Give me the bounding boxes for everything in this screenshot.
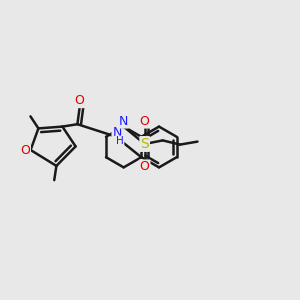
Text: N: N: [112, 126, 122, 139]
Text: O: O: [74, 94, 84, 107]
Text: O: O: [140, 160, 150, 173]
Text: H: H: [116, 136, 124, 146]
Text: S: S: [140, 137, 149, 151]
Text: O: O: [20, 143, 30, 157]
Text: O: O: [140, 115, 150, 128]
Text: N: N: [119, 115, 128, 128]
